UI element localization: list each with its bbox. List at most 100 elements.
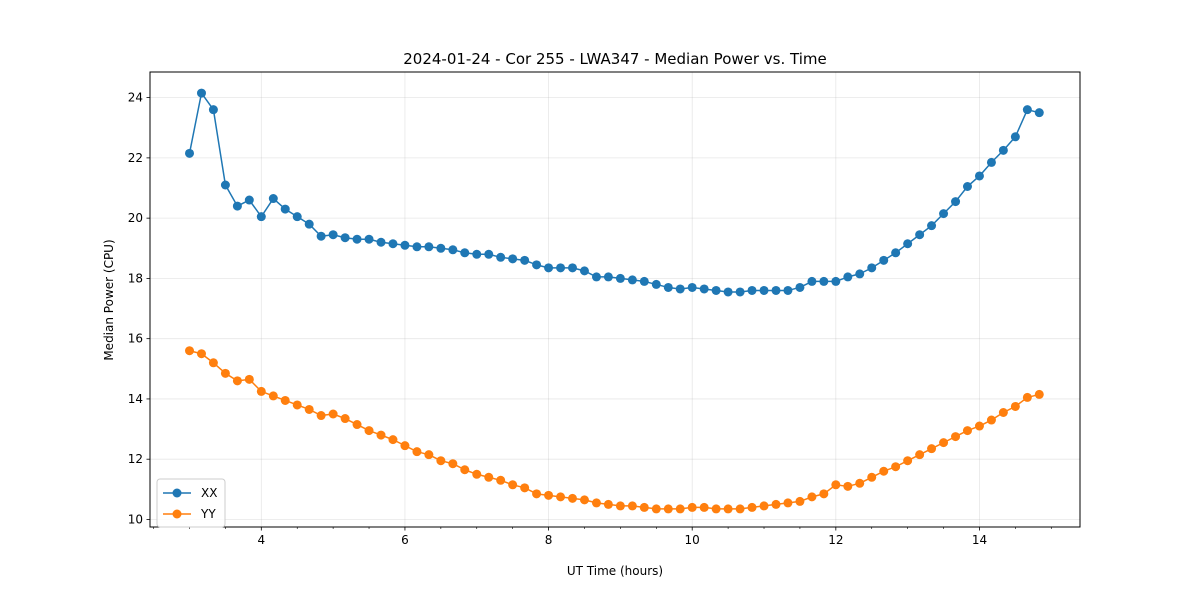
data-point-xx	[675, 284, 685, 294]
data-point-xx	[448, 245, 458, 255]
x-tick-label: 14	[972, 533, 987, 547]
data-point-xx	[496, 252, 506, 262]
axis-ticks: 4 6 8 10 12 14 10 12 14 16 18 20 22 24	[128, 91, 1052, 547]
data-point-yy	[795, 496, 805, 506]
legend-label-xx: XX	[201, 486, 217, 500]
data-point-xx	[651, 279, 661, 289]
data-point-xx	[472, 249, 482, 259]
data-point-yy	[208, 358, 218, 368]
data-point-xx	[304, 219, 314, 229]
data-point-yy	[520, 483, 530, 493]
data-point-yy	[879, 466, 889, 476]
data-point-xx	[735, 287, 745, 297]
data-point-yy	[556, 492, 566, 502]
data-point-yy	[280, 395, 290, 405]
data-point-xx	[1010, 132, 1020, 142]
data-point-xx	[711, 285, 721, 295]
data-point-yy	[939, 438, 949, 448]
data-point-yy	[651, 504, 661, 514]
data-point-xx	[544, 263, 554, 273]
data-point-yy	[484, 472, 494, 482]
data-point-yy	[532, 489, 542, 499]
data-point-yy	[711, 504, 721, 514]
y-tick-label: 22	[128, 151, 143, 165]
data-point-yy	[185, 346, 194, 356]
data-point-yy	[376, 430, 386, 440]
data-point-xx	[340, 233, 350, 243]
data-point-yy	[783, 498, 793, 508]
data-point-xx	[591, 272, 601, 282]
data-point-xx	[759, 285, 769, 295]
data-point-yy	[903, 456, 913, 466]
data-point-yy	[627, 501, 637, 511]
legend-marker-yy	[172, 509, 182, 519]
data-point-xx	[879, 255, 889, 265]
data-point-yy	[998, 408, 1008, 417]
data-point-yy	[699, 502, 709, 512]
y-tick-label: 18	[128, 271, 143, 285]
data-point-yy	[400, 441, 410, 451]
data-point-yy	[196, 349, 206, 359]
data-point-xx	[436, 243, 446, 253]
data-point-xx	[1022, 105, 1032, 115]
data-point-yy	[304, 404, 314, 414]
data-point-xx	[556, 263, 566, 273]
data-point-yy	[915, 450, 925, 460]
data-point-yy	[663, 504, 673, 514]
data-point-yy	[388, 435, 398, 445]
data-point-yy	[687, 502, 697, 512]
data-point-xx	[256, 212, 266, 222]
data-point-yy	[615, 501, 625, 511]
data-point-xx	[185, 148, 194, 158]
data-point-yy	[843, 481, 853, 491]
data-point-yy	[424, 450, 434, 460]
data-point-xx	[819, 276, 829, 286]
data-point-yy	[472, 469, 482, 479]
data-point-xx	[615, 273, 625, 283]
data-point-yy	[567, 493, 577, 503]
data-point-yy	[268, 391, 278, 401]
data-point-xx	[831, 276, 841, 286]
data-point-xx	[723, 287, 733, 297]
data-point-xx	[1034, 108, 1044, 118]
data-point-xx	[460, 248, 470, 258]
data-point-xx	[532, 260, 542, 270]
y-tick-label: 20	[128, 211, 143, 225]
data-point-yy	[723, 504, 733, 514]
data-point-xx	[951, 197, 961, 207]
data-point-yy	[448, 459, 458, 469]
data-point-xx	[939, 209, 949, 219]
x-tick-label: 12	[828, 533, 843, 547]
data-point-yy	[1034, 389, 1044, 399]
data-point-xx	[412, 242, 422, 252]
data-point-yy	[675, 504, 685, 514]
series-layer	[185, 88, 1044, 514]
data-point-xx	[232, 201, 242, 211]
data-point-xx	[424, 242, 434, 252]
data-point-yy	[771, 499, 781, 509]
data-point-yy	[951, 432, 961, 442]
data-point-xx	[567, 263, 577, 273]
data-point-yy	[974, 421, 984, 431]
data-point-xx	[915, 230, 925, 240]
data-point-yy	[855, 478, 865, 488]
data-point-xx	[783, 285, 793, 295]
data-point-yy	[807, 492, 817, 502]
data-point-yy	[831, 480, 841, 490]
data-point-yy	[256, 386, 266, 396]
data-point-yy	[232, 376, 242, 386]
data-point-yy	[639, 502, 649, 512]
data-point-xx	[807, 276, 817, 286]
data-point-xx	[687, 282, 697, 292]
y-tick-label: 24	[128, 91, 143, 105]
y-tick-label: 10	[128, 512, 143, 526]
data-point-yy	[759, 501, 769, 511]
data-point-yy	[220, 368, 230, 378]
y-tick-label: 12	[128, 452, 143, 466]
data-point-yy	[436, 456, 446, 466]
data-point-yy	[747, 502, 757, 512]
x-tick-label: 10	[685, 533, 700, 547]
data-point-xx	[579, 266, 589, 276]
data-point-xx	[639, 276, 649, 286]
